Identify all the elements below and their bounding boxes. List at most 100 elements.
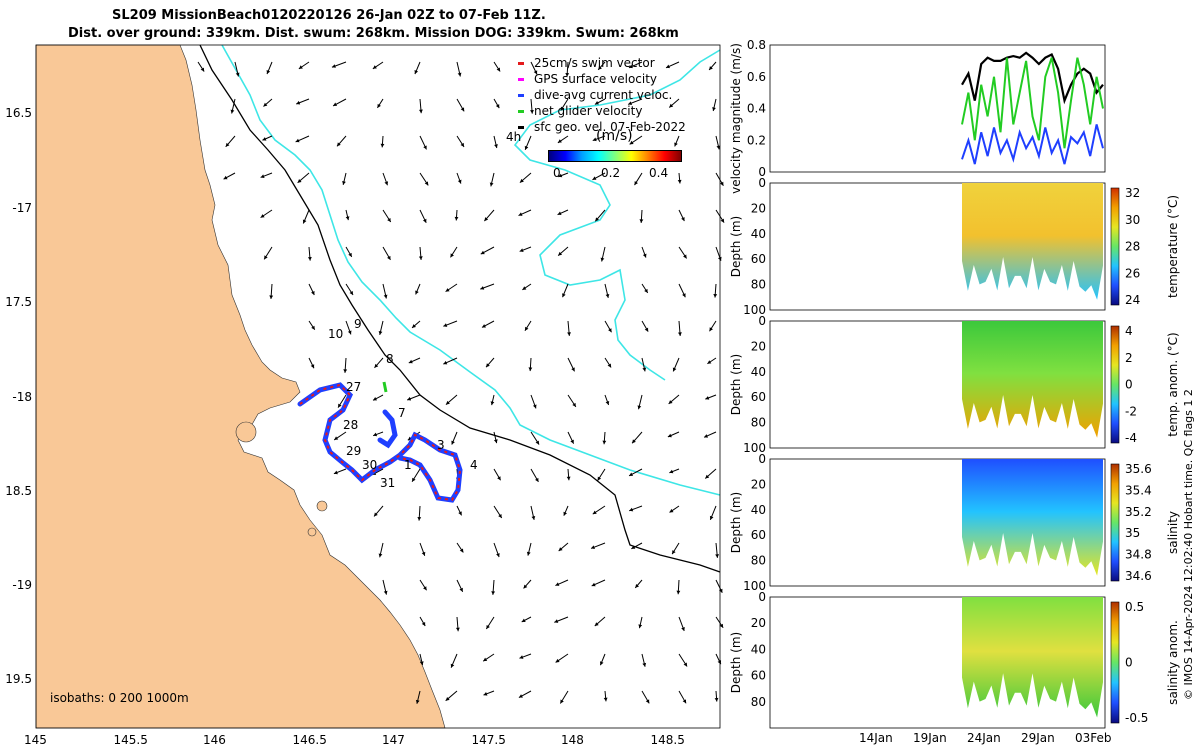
current-vector xyxy=(308,283,315,296)
depth-tick-label: 80 xyxy=(751,416,766,430)
current-vector xyxy=(493,98,500,109)
current-vector xyxy=(678,246,688,259)
current-vector xyxy=(223,172,236,180)
current-vector xyxy=(523,579,532,589)
colorbar-tick-label: 35.4 xyxy=(1125,483,1152,497)
current-vector xyxy=(345,209,350,221)
current-vector xyxy=(602,431,607,445)
current-vector xyxy=(493,135,498,149)
depth-ylabel: Depth (m) xyxy=(730,632,743,693)
legend-4h: 4h xyxy=(506,130,522,144)
current-vector xyxy=(641,320,649,332)
legend-item: 25cm/s swim vector xyxy=(512,55,686,71)
current-vector xyxy=(378,320,384,335)
current-vector xyxy=(668,394,680,405)
current-vector xyxy=(419,135,427,150)
current-vector xyxy=(519,172,532,183)
profile-colorbar xyxy=(1110,187,1120,306)
day-label: 29 xyxy=(346,444,362,458)
current-vector xyxy=(260,209,273,219)
depth-ylabel: Depth (m) xyxy=(730,354,743,415)
current-vector xyxy=(445,394,458,405)
current-vector xyxy=(454,209,459,221)
depth-ylabel: Depth (m) xyxy=(730,216,743,277)
lon-tick-label: 145.5 xyxy=(113,733,148,747)
current-vector xyxy=(641,283,649,294)
current-vector xyxy=(678,616,685,632)
current-vector xyxy=(443,320,458,327)
profile-heatmap xyxy=(962,597,1103,718)
current-vector xyxy=(591,579,606,587)
current-vector xyxy=(382,172,389,186)
current-vector xyxy=(372,431,384,437)
colorbar-tick-label: -4 xyxy=(1125,431,1137,445)
current-vector xyxy=(372,61,384,70)
lon-tick-label: 147 xyxy=(382,733,405,747)
legend-swatch xyxy=(518,110,524,113)
legend-label: GPS surface velocity xyxy=(534,72,658,86)
current-vector xyxy=(715,246,722,261)
current-vector xyxy=(639,209,644,223)
map-frame xyxy=(35,44,721,729)
current-vector xyxy=(521,616,532,623)
current-vector xyxy=(197,61,205,72)
current-vector xyxy=(445,690,458,702)
current-vector xyxy=(557,246,569,256)
legend-swatch xyxy=(518,62,524,65)
current-vector xyxy=(600,246,606,262)
current-vector xyxy=(641,357,647,372)
current-vector xyxy=(260,172,273,178)
current-vector xyxy=(519,246,532,252)
current-vector xyxy=(456,505,463,516)
current-vector xyxy=(603,690,608,702)
current-vector xyxy=(530,431,540,445)
velocity-series-line xyxy=(961,57,1104,149)
current-vector xyxy=(266,61,273,75)
current-vector xyxy=(445,283,458,293)
current-vector xyxy=(678,320,682,336)
current-vector xyxy=(715,653,722,665)
current-vector xyxy=(628,468,643,477)
current-vector xyxy=(567,357,575,372)
legend-item: GPS surface velocity xyxy=(512,71,686,87)
depth-tick-label: 20 xyxy=(751,339,766,353)
current-vector xyxy=(604,394,610,406)
current-vector xyxy=(491,579,496,595)
colorbar-tick-label: 35.6 xyxy=(1125,462,1152,476)
colorbar-label: temperature (°C) xyxy=(1166,195,1180,298)
depth-tick-label: 40 xyxy=(751,227,766,241)
current-vector xyxy=(382,283,388,299)
current-vector xyxy=(482,653,495,662)
current-vector xyxy=(671,542,680,555)
current-vector xyxy=(715,172,724,186)
current-vector xyxy=(714,690,719,702)
colorbar-tick-label: 0 xyxy=(1125,378,1133,392)
current-vector xyxy=(567,431,575,444)
day-label: 4 xyxy=(470,458,478,472)
current-vector xyxy=(567,320,571,336)
colorbar-label: salinity xyxy=(1166,511,1180,554)
depth-tick-label: 40 xyxy=(751,365,766,379)
current-vector xyxy=(419,172,429,186)
colorbar-tick-label: 24 xyxy=(1125,293,1140,307)
current-vector xyxy=(565,61,570,77)
current-vector xyxy=(485,616,495,630)
imos-footnote: © IMOS 14-Apr-2024 12:02:40 Hobart time.… xyxy=(1182,389,1195,700)
current-vector xyxy=(677,172,682,184)
current-vector xyxy=(530,505,536,520)
island xyxy=(316,500,328,512)
current-vector xyxy=(489,172,495,187)
current-vector xyxy=(631,431,643,444)
current-vector xyxy=(345,283,354,296)
current-vector xyxy=(604,320,612,333)
profile-colorbar xyxy=(1110,601,1120,724)
current-vector xyxy=(530,61,538,75)
profile-heatmap xyxy=(962,321,1103,438)
lat-tick-label: -17 xyxy=(12,201,32,215)
depth-ylabel: Depth (m) xyxy=(730,492,743,553)
current-vector xyxy=(455,616,460,632)
legend-label: dive-avg current veloc. xyxy=(534,88,673,102)
current-vector xyxy=(522,283,532,291)
current-vector xyxy=(419,542,426,556)
current-vector xyxy=(604,283,610,298)
